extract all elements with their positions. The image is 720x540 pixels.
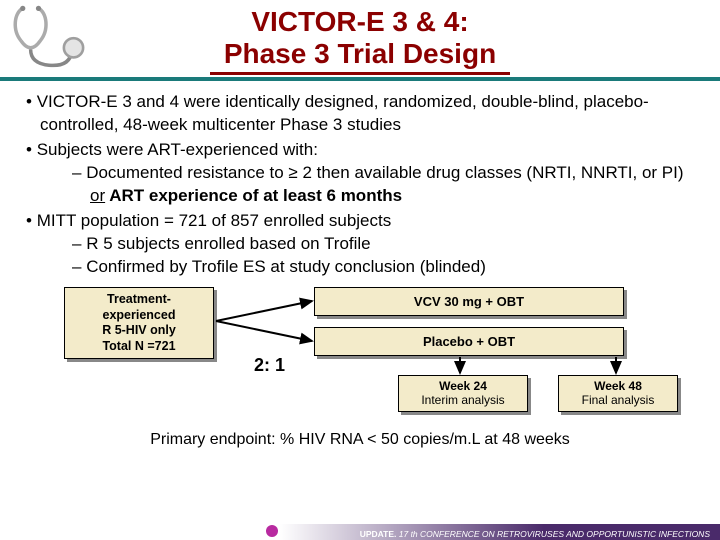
- week48-box: Week 48 Final analysis: [558, 375, 678, 412]
- stethoscope-icon: [4, 4, 94, 74]
- arm-vcv-box: VCV 30 mg + OBT: [314, 287, 624, 316]
- bullet-2: Subjects were ART-experienced with: Docu…: [26, 139, 694, 208]
- footer-text: UPDATE. 17 th CONFERENCE ON RETROVIRUSES…: [360, 529, 710, 539]
- bullet-2a: Documented resistance to ≥ 2 then availa…: [72, 162, 694, 208]
- bullet-3a: R 5 subjects enrolled based on Trofile: [72, 233, 694, 256]
- footer-dot-icon: [266, 525, 278, 537]
- randomization-ratio: 2: 1: [254, 355, 285, 376]
- trial-diagram: Treatment- experienced R 5-HIV only Tota…: [0, 287, 720, 427]
- primary-endpoint: Primary endpoint: % HIV RNA < 50 copies/…: [0, 431, 720, 449]
- bullet-3b: Confirmed by Trofile ES at study conclus…: [72, 256, 694, 279]
- slide-title: VICTOR-E 3 & 4: Phase 3 Trial Design: [0, 0, 720, 75]
- population-box: Treatment- experienced R 5-HIV only Tota…: [64, 287, 214, 360]
- title-line-1: VICTOR-E 3 & 4:: [251, 6, 468, 37]
- arm-placebo-box: Placebo + OBT: [314, 327, 624, 356]
- week24-box: Week 24 Interim analysis: [398, 375, 528, 412]
- bullet-1: VICTOR-E 3 and 4 were identically design…: [26, 91, 694, 137]
- bullet-3: MITT population = 721 of 857 enrolled su…: [26, 210, 694, 279]
- title-line-2: Phase 3 Trial Design: [224, 38, 496, 69]
- footer: UPDATE. 17 th CONFERENCE ON RETROVIRUSES…: [0, 522, 720, 540]
- bullet-list: VICTOR-E 3 and 4 were identically design…: [0, 81, 720, 279]
